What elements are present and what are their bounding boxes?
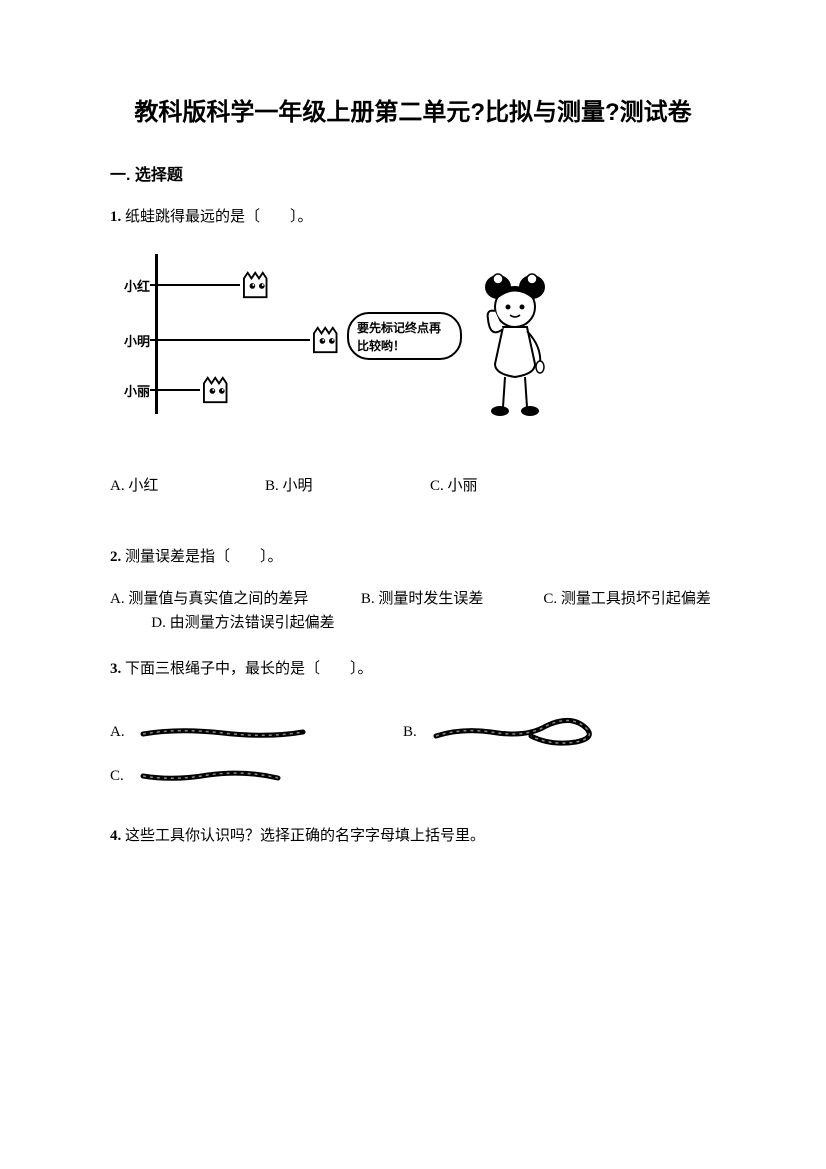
rope-c-icon	[138, 766, 283, 786]
label-xiaoli: 小丽	[110, 381, 150, 400]
jump-line-2	[150, 339, 310, 341]
q1-number: 1.	[110, 209, 121, 225]
frog-icon	[200, 374, 238, 406]
q4-text: 这些工具你认识吗？选择正确的名字字母填上括号里。	[125, 828, 485, 844]
exam-title: 教科版科学一年级上册第二单元?比拟与测量?测试卷	[110, 95, 716, 131]
question-4: 4. 这些工具你认识吗？选择正确的名字字母填上括号里。	[110, 824, 716, 848]
q3-opt-c-label: C.	[110, 768, 130, 785]
q3-ropes: A. B. C.	[110, 716, 716, 786]
q2-number: 2.	[110, 549, 121, 565]
q2-opt-b: B. 测量时发生误差	[361, 591, 484, 607]
q3-opt-b-label: B.	[403, 724, 423, 741]
q1-opt-a: A. 小红	[110, 474, 265, 495]
q1-opt-b: B. 小明	[265, 474, 430, 495]
speech-bubble: 要先标记终点再比较哟！	[347, 312, 462, 360]
jump-line-3	[150, 389, 200, 391]
rope-b-icon	[431, 716, 606, 748]
frog-row-2: 小明	[110, 324, 348, 356]
question-3: 3. 下面三根绳子中，最长的是〔 〕。	[110, 657, 716, 681]
q1-options: A. 小红 B. 小明 C. 小丽	[110, 474, 716, 495]
frog-row-3: 小丽	[110, 374, 238, 406]
q3-text: 下面三根绳子中，最长的是〔 〕。	[125, 661, 373, 677]
rope-row-ab: A. B.	[110, 716, 716, 748]
rope-a-icon	[138, 722, 308, 742]
rope-row-c: C.	[110, 766, 716, 786]
q2-opt-a: A. 测量值与真实值之间的差异	[110, 591, 308, 607]
q3-number: 3.	[110, 661, 121, 677]
girl-icon	[470, 269, 560, 419]
q2-opt-d: D. 由测量方法错误引起偏差	[151, 615, 334, 631]
section-heading: 一. 选择题	[110, 161, 716, 185]
q1-opt-c: C. 小丽	[430, 474, 478, 495]
q2-opt-c: C. 测量工具损坏引起偏差	[543, 591, 711, 607]
frog-icon	[310, 324, 348, 356]
q3-opt-a-label: A.	[110, 724, 130, 741]
question-2: 2. 测量误差是指〔 〕。	[110, 545, 716, 569]
label-xiaoming: 小明	[110, 331, 150, 350]
question-1: 1. 纸蛙跳得最远的是〔 〕。	[110, 205, 716, 229]
label-xiaohong: 小红	[110, 276, 150, 295]
jump-line-1	[150, 284, 240, 286]
frog-row-1: 小红	[110, 269, 278, 301]
frog-icon	[240, 269, 278, 301]
q2-text: 测量误差是指〔 〕。	[125, 549, 283, 565]
q2-options: A. 测量值与真实值之间的差异 B. 测量时发生误差 C. 测量工具损坏引起偏差…	[110, 587, 716, 635]
q1-text: 纸蛙跳得最远的是〔 〕。	[125, 209, 313, 225]
q4-number: 4.	[110, 828, 121, 844]
q1-illustration: 小红 小明 小丽 要先标记终点再比较哟！	[110, 254, 716, 439]
